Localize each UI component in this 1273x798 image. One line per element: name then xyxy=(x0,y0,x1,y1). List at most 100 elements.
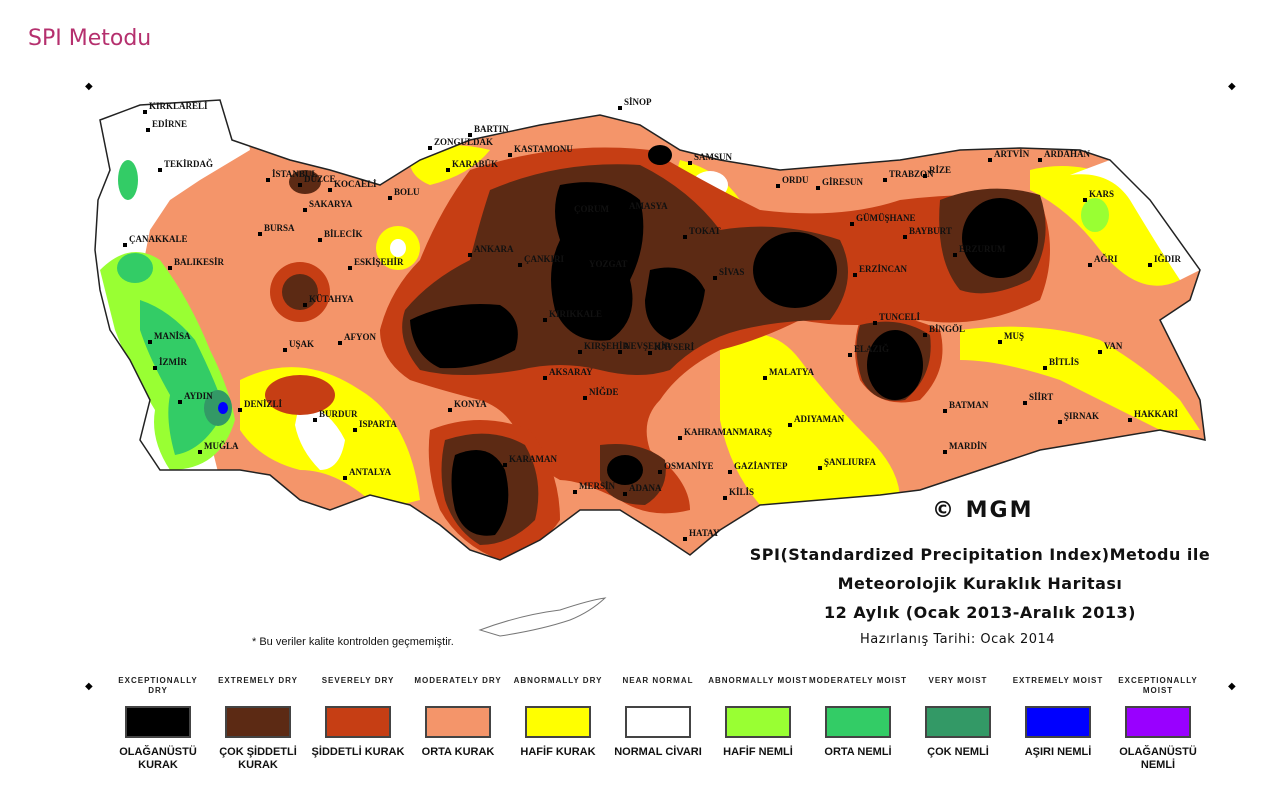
zone-extremely-moist xyxy=(218,402,228,414)
city-marker xyxy=(568,213,572,217)
city-label: HAKKARİ xyxy=(1134,409,1179,419)
city-marker xyxy=(283,348,287,352)
city-label: MARDİN xyxy=(949,441,987,451)
city-label: İSTANBUL xyxy=(272,169,317,179)
zone-exceptionally-dry-7 xyxy=(451,450,509,536)
city-marker xyxy=(728,470,732,474)
legend-swatch xyxy=(325,706,391,738)
city-label: KARABÜK xyxy=(452,159,498,169)
zone-exceptionally-dry-1 xyxy=(551,182,644,341)
zone-moderately-moist xyxy=(140,300,225,455)
city-label: MUŞ xyxy=(1004,331,1024,341)
legend-swatch xyxy=(525,706,591,738)
city-marker xyxy=(848,353,852,357)
legend-turkish-label: OLAĞANÜSTÜ NEMLİ xyxy=(1119,746,1197,771)
legend-item: ABNORMALLY DRY HAFİF KURAK xyxy=(508,676,608,759)
city-marker xyxy=(448,408,452,412)
city-marker xyxy=(303,208,307,212)
city-label: IĞDIR xyxy=(1154,254,1182,264)
legend-item: MODERATELY MOIST ORTA NEMLİ xyxy=(808,676,908,759)
city-label: HATAY xyxy=(689,528,720,538)
zone-extremely-dry-istanbul xyxy=(289,170,321,194)
city-label: KASTAMONU xyxy=(514,144,573,154)
map-title-line-3: 12 Aylık (Ocak 2013-Aralık 2013) xyxy=(824,603,1136,622)
map-prepared-date: Hazırlanış Tarihi: Ocak 2014 xyxy=(860,632,1056,647)
city-marker xyxy=(468,253,472,257)
legend-swatch xyxy=(225,706,291,738)
corner-marker: ◆ xyxy=(1228,681,1236,692)
city-marker xyxy=(573,490,577,494)
city-label: SİVAS xyxy=(719,267,744,277)
city-label: İZMİR xyxy=(159,357,188,367)
legend-swatch xyxy=(725,706,791,738)
legend-english-label: VERY MOIST xyxy=(928,676,988,685)
city-marker xyxy=(1088,263,1092,267)
legend-item: EXCEPTIONALLY MOIST OLAĞANÜSTÜ NEMLİ xyxy=(1108,676,1208,772)
city-marker xyxy=(468,133,472,137)
city-label: TOKAT xyxy=(689,226,721,236)
city-label: MUĞLA xyxy=(204,441,239,451)
city-marker xyxy=(1038,158,1042,162)
city-label: AMASYA xyxy=(629,201,668,211)
city-label: NİĞDE xyxy=(589,387,619,397)
city-label: ÇANKIRI xyxy=(524,254,565,264)
zone-near-normal-sw xyxy=(295,400,345,470)
city-marker xyxy=(143,110,147,114)
legend-english-label: EXTREMELY MOIST xyxy=(1012,676,1104,685)
city-label: NEVŞEHİR xyxy=(624,341,672,351)
zone-near-normal-bolu xyxy=(390,239,406,257)
legend-swatch xyxy=(825,706,891,738)
city-label: BİTLİS xyxy=(1049,357,1079,367)
legend-item: NEAR NORMAL NORMAL CİVARI xyxy=(608,676,708,759)
legend-turkish-label: HAFİF KURAK xyxy=(520,746,596,758)
city-label: ORDU xyxy=(782,175,809,185)
city-marker xyxy=(583,268,587,272)
city-marker xyxy=(648,351,652,355)
city-label: KONYA xyxy=(454,399,487,409)
city-label: MALATYA xyxy=(769,367,815,377)
legend-english-label: EXCEPTIONALLY MOIST xyxy=(1118,676,1198,695)
city-marker xyxy=(723,496,727,500)
city-markers: KIRKLARELİ EDİRNE TEKİRDAĞ İSTANBUL KOCAELİ S… xyxy=(123,97,1182,541)
city-marker xyxy=(158,168,162,172)
zone-exceptionally-dry-4 xyxy=(753,232,837,308)
city-label: BARTIN xyxy=(474,124,509,134)
zone-near-normal-ne xyxy=(1070,160,1200,280)
city-marker xyxy=(258,232,262,236)
city-label: EDİRNE xyxy=(152,119,187,129)
city-marker xyxy=(123,243,127,247)
city-marker xyxy=(338,341,342,345)
legend-turkish-label: ORTA KURAK xyxy=(421,746,495,758)
map-copyright: © MGM xyxy=(932,498,1034,523)
quality-note: * Bu veriler kalite kontrolden geçmemişt… xyxy=(252,636,454,648)
city-label: ERZURUM xyxy=(959,244,1006,254)
legend-swatch xyxy=(925,706,991,738)
legend-turkish-label: ÇOK ŞİDDETLİ KURAK xyxy=(219,746,297,771)
legend-english-label: EXCEPTIONALLY DRY xyxy=(118,676,198,695)
city-label: BURDUR xyxy=(319,409,358,419)
city-label: ADIYAMAN xyxy=(794,414,845,424)
city-marker xyxy=(298,183,302,187)
spi-zones xyxy=(95,100,1205,560)
city-label: ERZİNCAN xyxy=(859,264,908,274)
city-marker xyxy=(943,409,947,413)
city-label: BURSA xyxy=(264,223,295,233)
city-marker xyxy=(998,340,1002,344)
legend-swatch xyxy=(625,706,691,738)
city-label: KİLİS xyxy=(729,487,754,497)
city-label: MERSİN xyxy=(579,481,616,491)
zone-exceptionally-dry-2 xyxy=(410,304,518,369)
city-label: AĞRI xyxy=(1094,254,1118,264)
city-label: MANİSA xyxy=(154,331,191,341)
city-label: SAMSUN xyxy=(694,152,733,162)
city-label: KIRIKKALE xyxy=(549,309,602,319)
city-label: ŞIRNAK xyxy=(1064,411,1099,421)
legend-swatch xyxy=(1125,706,1191,738)
legend-swatch xyxy=(425,706,491,738)
city-marker xyxy=(1023,401,1027,405)
city-marker xyxy=(328,188,332,192)
city-label: AKSARAY xyxy=(549,367,593,377)
zone-extremely-dry-kutahya xyxy=(282,274,318,310)
zone-moderately-moist-2 xyxy=(117,253,153,283)
city-marker xyxy=(763,376,767,380)
